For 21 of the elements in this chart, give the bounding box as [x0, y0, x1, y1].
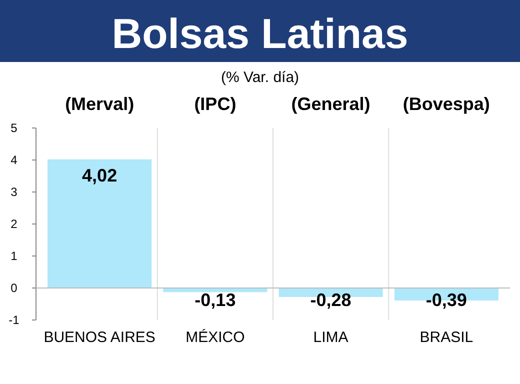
data-label: 4,02 — [82, 165, 118, 186]
data-label: -0,39 — [426, 290, 467, 310]
y-tick-label: 1 — [10, 249, 18, 264]
x-tick-label: MÉXICO — [186, 328, 245, 346]
chart-subtitle: (% Var. día) — [220, 69, 300, 86]
data-label: -0,28 — [310, 290, 352, 310]
y-tick-label: 0 — [10, 281, 18, 296]
x-tick-label: BRASIL — [420, 329, 474, 346]
chart-title: Bolsas Latinas — [112, 10, 408, 57]
text: (IPC) — [194, 94, 236, 114]
x-tick-label: LIMA — [313, 329, 348, 346]
text: (Bovespa) — [402, 94, 490, 114]
y-tick-label: 4 — [10, 153, 18, 168]
text: (Merval) — [65, 94, 134, 114]
y-tick-label: 5 — [10, 121, 18, 136]
y-tick-label: 3 — [10, 185, 18, 200]
data-label: -0,13 — [194, 290, 236, 310]
y-tick-label: -1 — [8, 313, 20, 328]
x-tick-label: BUENOS AIRES — [44, 329, 156, 346]
y-tick-label: 2 — [10, 217, 18, 232]
text: (General) — [291, 94, 370, 114]
